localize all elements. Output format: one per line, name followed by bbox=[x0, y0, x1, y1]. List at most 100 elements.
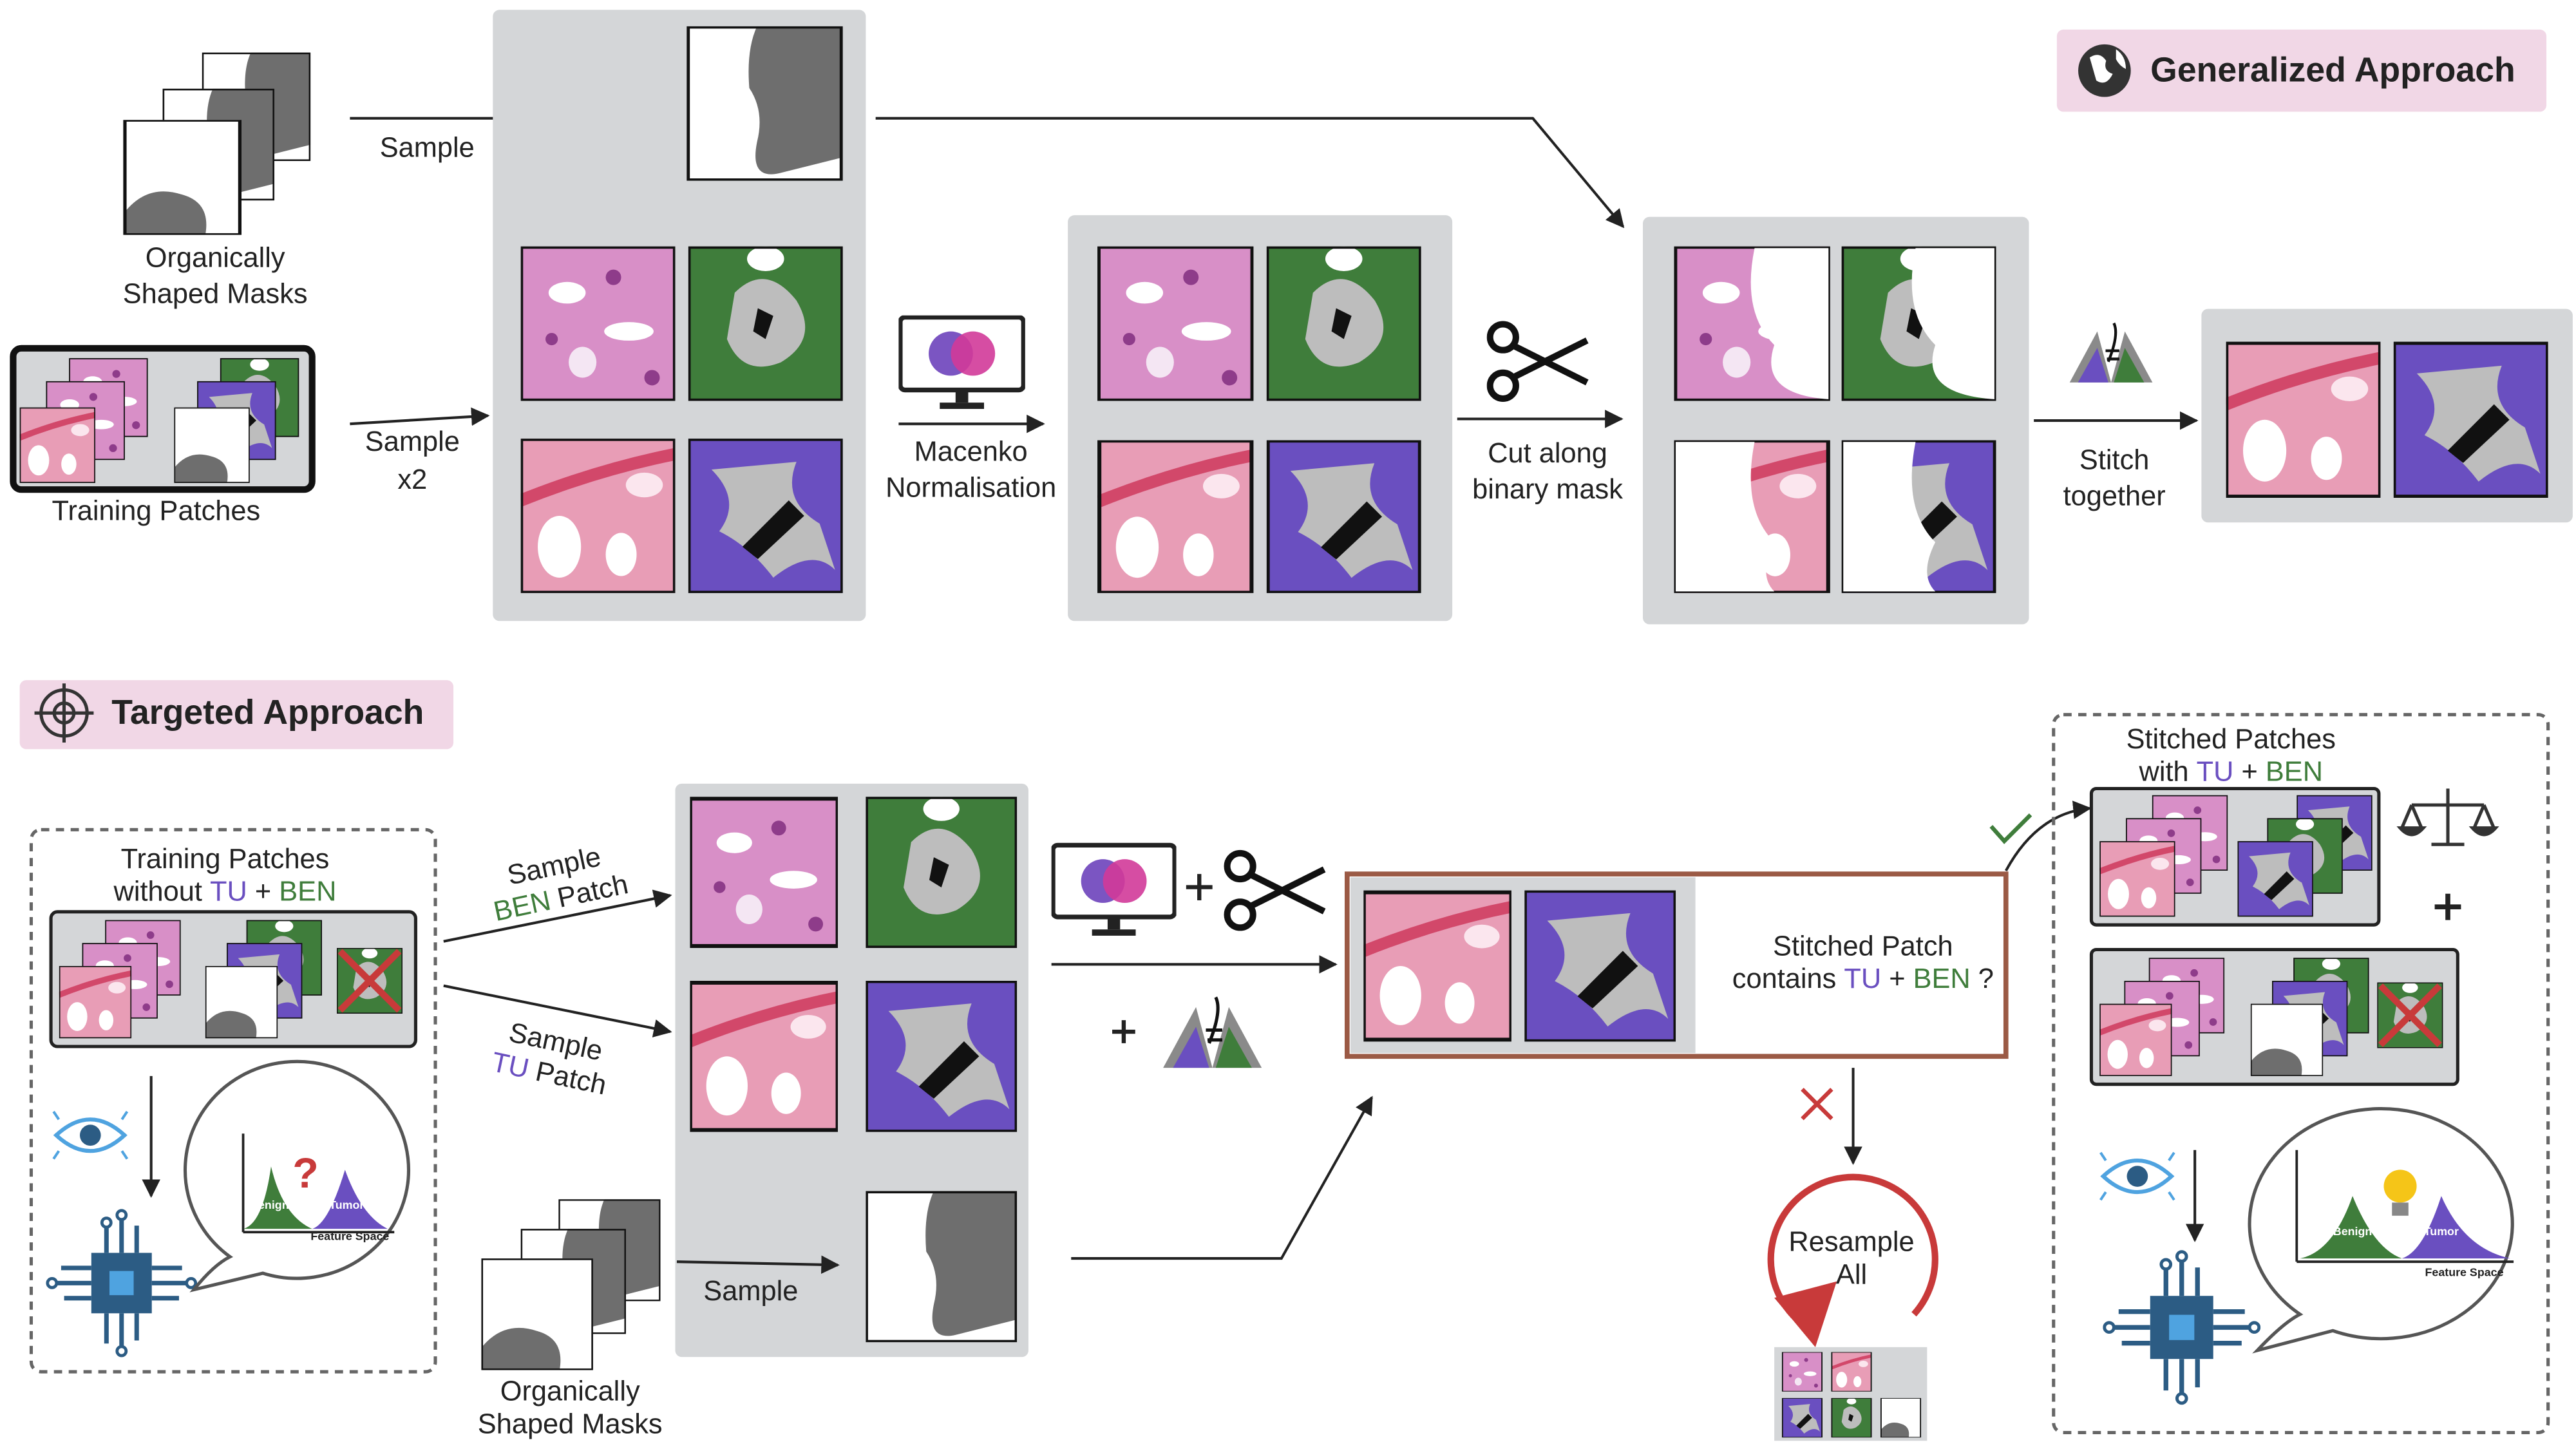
label: Training Patches bbox=[52, 495, 260, 526]
feature-graph bbox=[2295, 1150, 2514, 1264]
scale-icon bbox=[2396, 788, 2499, 846]
dashed-box bbox=[2052, 713, 2550, 1435]
text: TU bbox=[2197, 757, 2234, 788]
patch bbox=[1832, 1352, 1871, 1391]
eye-icon bbox=[53, 1112, 127, 1159]
mask bbox=[481, 1258, 592, 1370]
label: without TU + BEN bbox=[113, 876, 337, 907]
text: + bbox=[1889, 963, 1905, 994]
patch bbox=[688, 439, 843, 593]
text: TU bbox=[210, 876, 247, 907]
mask bbox=[866, 1191, 1017, 1342]
title: Targeted Approach bbox=[111, 694, 424, 732]
cross bbox=[337, 949, 402, 1013]
patch bbox=[521, 247, 676, 401]
label: with TU + BEN bbox=[2139, 757, 2324, 788]
title: Generalized Approach bbox=[2150, 51, 2515, 89]
patch bbox=[2099, 1004, 2172, 1076]
patch bbox=[1781, 1352, 1823, 1392]
crosshair-icon bbox=[34, 683, 94, 743]
cycle-arrow bbox=[1767, 1173, 1938, 1331]
arrow bbox=[875, 117, 1625, 229]
scissors-icon bbox=[1490, 324, 1587, 399]
patch bbox=[1831, 1397, 1872, 1438]
mask bbox=[688, 26, 842, 181]
label: Tumor bbox=[2424, 1225, 2459, 1238]
label: x2 bbox=[397, 464, 427, 495]
patch bbox=[2394, 343, 2548, 497]
cycle-arrowhead bbox=[1774, 1281, 1837, 1347]
label: Benign bbox=[250, 1198, 289, 1211]
label: Benign bbox=[2333, 1225, 2372, 1238]
label: Tumor bbox=[329, 1198, 364, 1211]
patch bbox=[2099, 841, 2175, 916]
arrow bbox=[443, 984, 672, 1037]
label: together bbox=[2063, 480, 2166, 511]
label: All bbox=[1836, 1260, 1867, 1291]
arrow bbox=[1071, 1095, 1373, 1260]
text: ? bbox=[1978, 963, 1994, 994]
plus bbox=[2434, 893, 2461, 920]
label: Shaped Masks bbox=[478, 1409, 663, 1440]
monitor-icon bbox=[900, 317, 1024, 409]
patch bbox=[205, 966, 278, 1039]
text: BEN bbox=[1913, 963, 1971, 994]
text: TU bbox=[489, 1047, 532, 1085]
badge bbox=[2056, 29, 2547, 112]
text: + bbox=[2242, 757, 2258, 788]
text: BEN bbox=[279, 876, 336, 907]
patch bbox=[59, 966, 131, 1038]
label: contains TU + BEN ? bbox=[1732, 963, 1994, 994]
patch bbox=[1880, 1397, 1922, 1438]
text: TU bbox=[1844, 963, 1881, 994]
label: Sample bbox=[703, 1276, 798, 1307]
label: Organically bbox=[146, 243, 285, 274]
patch bbox=[521, 439, 676, 593]
check-mark bbox=[1989, 813, 2032, 844]
text: + bbox=[255, 876, 271, 907]
patch bbox=[1099, 440, 1252, 593]
arrow bbox=[443, 889, 672, 943]
scissors-icon bbox=[1227, 853, 1325, 928]
cross bbox=[1801, 1088, 1833, 1121]
stitch-icon bbox=[1163, 997, 1262, 1068]
patch bbox=[690, 799, 838, 947]
patch bbox=[690, 983, 838, 1131]
chip-icon bbox=[2105, 1252, 2259, 1403]
patch bbox=[2250, 1003, 2324, 1076]
label: binary mask bbox=[1472, 474, 1623, 505]
text: with bbox=[2139, 757, 2189, 788]
dashed-box bbox=[29, 828, 437, 1374]
label: Stitched Patches bbox=[2126, 724, 2336, 755]
patch bbox=[1524, 891, 1676, 1042]
label: Stitch bbox=[2079, 444, 2149, 475]
patch bbox=[1267, 440, 1420, 593]
patch bbox=[1098, 247, 1253, 401]
label: Stitched Patch bbox=[1773, 931, 1953, 961]
globe-land bbox=[2089, 49, 2126, 83]
label: Macenko bbox=[914, 437, 1028, 468]
label: Resample bbox=[1788, 1227, 1914, 1258]
label: Organically bbox=[500, 1376, 640, 1407]
patch bbox=[174, 407, 250, 483]
speech-bubble bbox=[2248, 1107, 2514, 1354]
label: Feature Space bbox=[2425, 1266, 2504, 1279]
label: Normalisation bbox=[886, 473, 1056, 504]
cutout bbox=[1750, 248, 1829, 399]
label: Feature Space bbox=[310, 1230, 389, 1243]
plus bbox=[1112, 1020, 1135, 1043]
patch bbox=[1781, 1397, 1823, 1438]
patch bbox=[866, 797, 1017, 948]
stitch-icon bbox=[2070, 323, 2153, 383]
arrow bbox=[676, 1255, 840, 1274]
chip-icon bbox=[48, 1211, 196, 1356]
question-mark: ? bbox=[292, 1150, 319, 1197]
patch bbox=[866, 981, 1017, 1132]
mask bbox=[125, 120, 240, 235]
cutout bbox=[1843, 442, 1936, 592]
cutout bbox=[1911, 248, 1994, 399]
patch bbox=[2226, 343, 2381, 497]
